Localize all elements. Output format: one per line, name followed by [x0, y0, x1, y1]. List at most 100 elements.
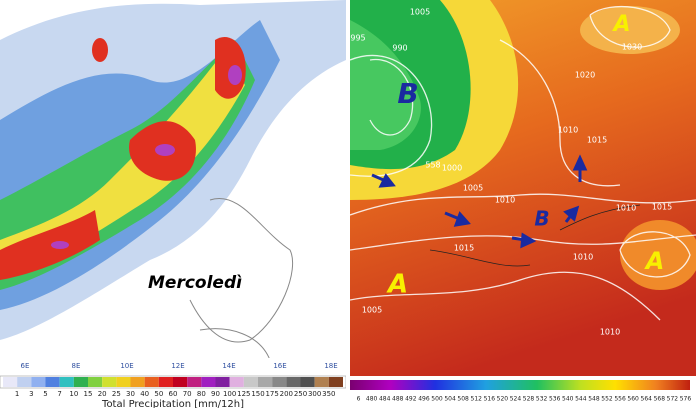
colorbar-swatch [17, 377, 32, 387]
pressure-system: A [386, 270, 408, 300]
colorbar-label: 70 [183, 390, 192, 398]
colorbar-swatch [158, 377, 173, 387]
colorbar-swatch [130, 377, 145, 387]
colorbar-label: 125 [237, 390, 250, 398]
isobar-label: 1005 [362, 306, 382, 315]
longitude-label: 10E [120, 362, 133, 370]
isobar-label: 1000 [442, 164, 462, 173]
isobar-label: 995 [350, 34, 365, 43]
colorbar-swatch [88, 377, 103, 387]
colorbar-label: 536 [549, 396, 561, 403]
geopotential-map [350, 0, 696, 376]
colorbar-swatch [229, 377, 244, 387]
precipitation-map [0, 0, 346, 370]
colorbar-label: 488 [392, 396, 404, 403]
longitude-label: 18E [324, 362, 337, 370]
colorbar-label: 528 [523, 396, 535, 403]
colorbar-label: 250 [294, 390, 307, 398]
colorbar-swatch [243, 377, 258, 387]
colorbar-swatch [300, 377, 315, 387]
longitude-label: 14E [222, 362, 235, 370]
isobar-label: 1010 [616, 204, 636, 213]
colorbar-swatch [144, 377, 159, 387]
map-caption: Mercoledì [148, 273, 242, 293]
colorbar-label: 544 [575, 396, 587, 403]
colorbar-label: 6 [357, 396, 361, 403]
isobar-label: 990 [392, 44, 407, 53]
longitude-label: 16E [273, 362, 286, 370]
isobar-label: 1010 [600, 328, 620, 337]
colorbar-title: Total Precipitation [mm/12h] [101, 399, 244, 408]
colorbar-swatch [102, 377, 117, 387]
colorbar-label: 560 [627, 396, 639, 403]
isobar-label: 1005 [410, 8, 430, 17]
colorbar-label: 532 [536, 396, 548, 403]
colorbar-swatch [187, 377, 202, 387]
colorbar-label: 10 [69, 390, 78, 398]
colorbar-swatch [31, 377, 46, 387]
colorbar-label: 508 [457, 396, 469, 403]
colorbar-label: 15 [84, 390, 93, 398]
colorbar-swatch [328, 377, 343, 387]
colorbar-label: 175 [265, 390, 278, 398]
colorbar-label: 568 [654, 396, 666, 403]
isobar-label: 1015 [652, 203, 672, 212]
colorbar-label: 5 [43, 390, 47, 398]
colorbar-label: 300 [308, 390, 321, 398]
pressure-system: B [397, 77, 418, 110]
colorbar-label: 556 [614, 396, 626, 403]
colorbar-label: 25 [112, 390, 121, 398]
colorbar-label: 350 [322, 390, 335, 398]
colorbar-label: 1 [15, 390, 19, 398]
colorbar-swatch [45, 377, 60, 387]
colorbar-label: 20 [98, 390, 107, 398]
thickness-label: 558 [425, 161, 440, 170]
isobar-label: 1005 [463, 184, 483, 193]
colorbar-swatch [201, 377, 216, 387]
isobar-label: 1010 [495, 196, 515, 205]
colorbar-swatch [286, 377, 301, 387]
pressure-system: B [534, 207, 549, 231]
colorbar-swatch [73, 377, 88, 387]
colorbar-swatch [116, 377, 131, 387]
longitude-label: 12E [171, 362, 184, 370]
colorbar-label: 516 [484, 396, 496, 403]
colorbar-label: 500 [431, 396, 443, 403]
colorbar-swatch [3, 377, 18, 387]
colorbar-label: 60 [169, 390, 178, 398]
colorbar-label: 504 [444, 396, 456, 403]
colorbar-label: 150 [251, 390, 264, 398]
pressure-system: A [611, 12, 630, 37]
colorbar-label: 50 [154, 390, 163, 398]
colorbar-label: 520 [497, 396, 509, 403]
colorbar-label: 496 [418, 396, 430, 403]
colorbar-label: 572 [667, 396, 679, 403]
colorbar-label: 484 [379, 396, 391, 403]
isobar-label: 1010 [558, 126, 578, 135]
colorbar-label: 90 [211, 390, 220, 398]
colorbar-label: 564 [641, 396, 653, 403]
colorbar-label: 492 [405, 396, 417, 403]
pressure-system: A [644, 247, 665, 275]
colorbar-label: 40 [140, 390, 149, 398]
isobar-label: 1015 [587, 136, 607, 145]
colorbar-swatch [173, 377, 188, 387]
colorbar-label: 100 [223, 390, 236, 398]
colorbar-label: 576 [680, 396, 692, 403]
isobar-label: 1030 [622, 43, 642, 52]
colorbar-label: 80 [197, 390, 206, 398]
isobar-label: 1020 [575, 71, 595, 80]
colorbar-swatch [272, 377, 287, 387]
isobar-label: 1010 [573, 253, 593, 262]
colorbar-label: 512 [471, 396, 483, 403]
colorbar-label: 552 [601, 396, 613, 403]
colorbar-swatch [258, 377, 273, 387]
colorbar-label: 3 [29, 390, 33, 398]
colorbar-swatch [59, 377, 74, 387]
isobar-label: 1015 [454, 244, 474, 253]
colorbar-label: 524 [510, 396, 522, 403]
colorbar-label: 30 [126, 390, 135, 398]
colorbar-label: 540 [562, 396, 574, 403]
longitude-label: 8E [72, 362, 81, 370]
